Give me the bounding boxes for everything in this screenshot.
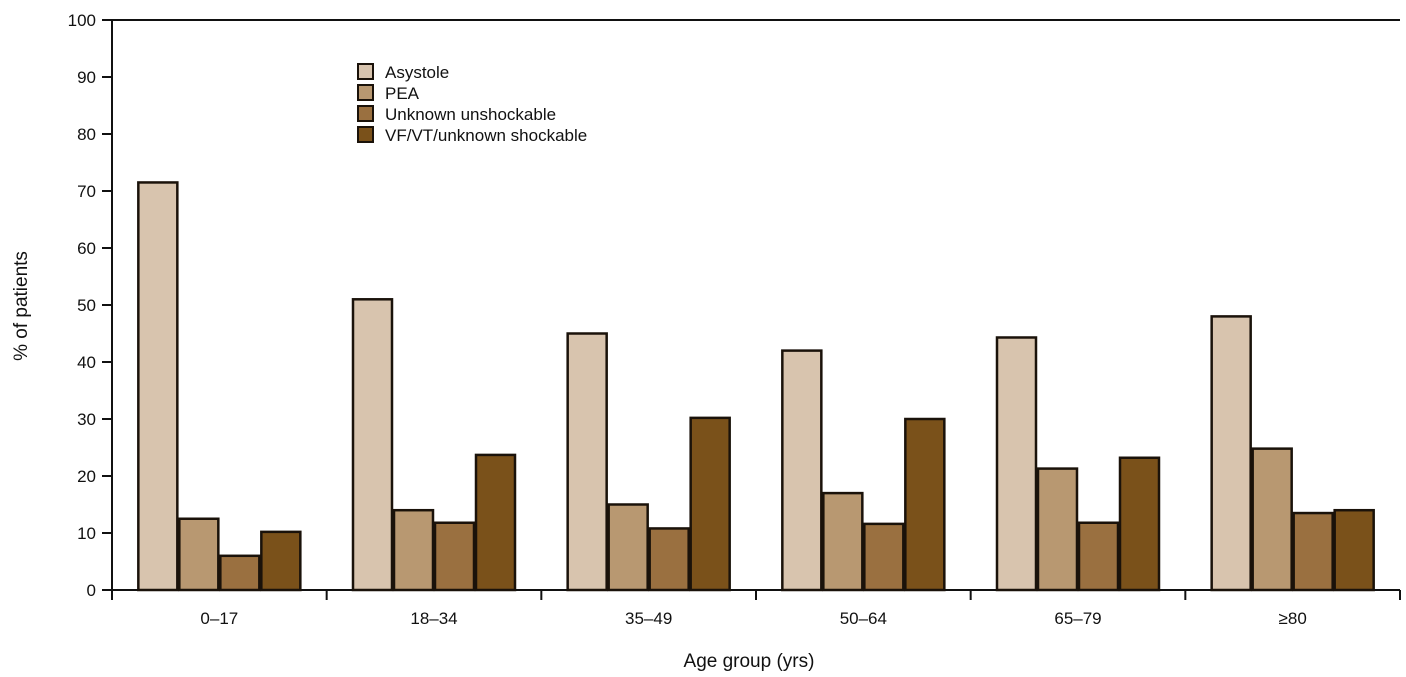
bar-pea-0 [178, 517, 220, 592]
y-axis: 0 10 20 30 40 50 60 70 80 90 100 [68, 11, 112, 600]
y-tick-label: 80 [77, 125, 96, 144]
bar-vf-vt-unknown-shockable-0 [260, 530, 302, 592]
legend-label: Unknown unshockable [385, 105, 556, 124]
bar-asystole-0 [137, 181, 179, 592]
legend-label: PEA [385, 84, 420, 103]
legend-swatch [357, 84, 374, 101]
legend-swatch [357, 105, 374, 122]
y-tick-label: 60 [77, 239, 96, 258]
bar-unknown-unshockable-3 [863, 522, 905, 592]
legend-label: Asystole [385, 63, 449, 82]
y-tick-label: 30 [77, 410, 96, 429]
bar-asystole-3 [781, 349, 823, 592]
bar-vf-vt-unknown-shockable-3 [904, 417, 946, 592]
bar-vf-vt-unknown-shockable-1 [474, 453, 517, 592]
bar-unknown-unshockable-1 [433, 521, 476, 592]
bar-unknown-unshockable-2 [648, 527, 690, 592]
y-tick-label: 50 [77, 296, 96, 315]
x-axis: 0–17 18–34 35–49 50–64 65–79 ≥80 [111, 590, 1401, 628]
legend-label: VF/VT/unknown shockable [385, 126, 587, 145]
x-axis-title: Age group (yrs) [684, 651, 815, 672]
x-tick-label: 18–34 [410, 609, 457, 628]
bar-unknown-unshockable-0 [219, 554, 261, 592]
y-tick-label: 70 [77, 182, 96, 201]
bar-vf-vt-unknown-shockable-2 [689, 416, 731, 592]
bar-vf-vt-unknown-shockable-4 [1118, 456, 1161, 592]
y-tick-label: 90 [77, 68, 96, 87]
y-axis-title: % of patients [11, 251, 32, 361]
bar-pea-4 [1036, 467, 1079, 592]
x-tick-label: 35–49 [625, 609, 672, 628]
bar-asystole-5 [1210, 315, 1252, 592]
y-tick-label: 0 [87, 581, 96, 600]
bar-pea-5 [1251, 447, 1293, 592]
plot-frame [111, 19, 1400, 591]
legend: Asystole PEA Unknown unshockable VF/VT/unkn… [357, 63, 587, 145]
bar-vf-vt-unknown-shockable-5 [1333, 508, 1375, 592]
bar-pea-2 [607, 503, 649, 592]
x-tick-label: 50–64 [840, 609, 887, 628]
bar-pea-1 [392, 508, 435, 592]
bars [137, 181, 1375, 592]
y-tick-label: 40 [77, 353, 96, 372]
x-tick-label: 65–79 [1054, 609, 1101, 628]
bar-unknown-unshockable-4 [1077, 521, 1120, 592]
bar-asystole-2 [566, 332, 608, 592]
bar-asystole-4 [995, 336, 1038, 592]
legend-swatch [357, 63, 374, 80]
y-tick-label: 100 [68, 11, 96, 30]
y-tick-label: 10 [77, 524, 96, 543]
bar-pea-3 [822, 491, 864, 592]
x-tick-label: ≥80 [1279, 609, 1307, 628]
bar-asystole-1 [351, 298, 394, 592]
x-tick-label: 0–17 [200, 609, 238, 628]
bar-unknown-unshockable-5 [1292, 511, 1334, 592]
legend-swatch [357, 126, 374, 143]
y-tick-label: 20 [77, 467, 96, 486]
